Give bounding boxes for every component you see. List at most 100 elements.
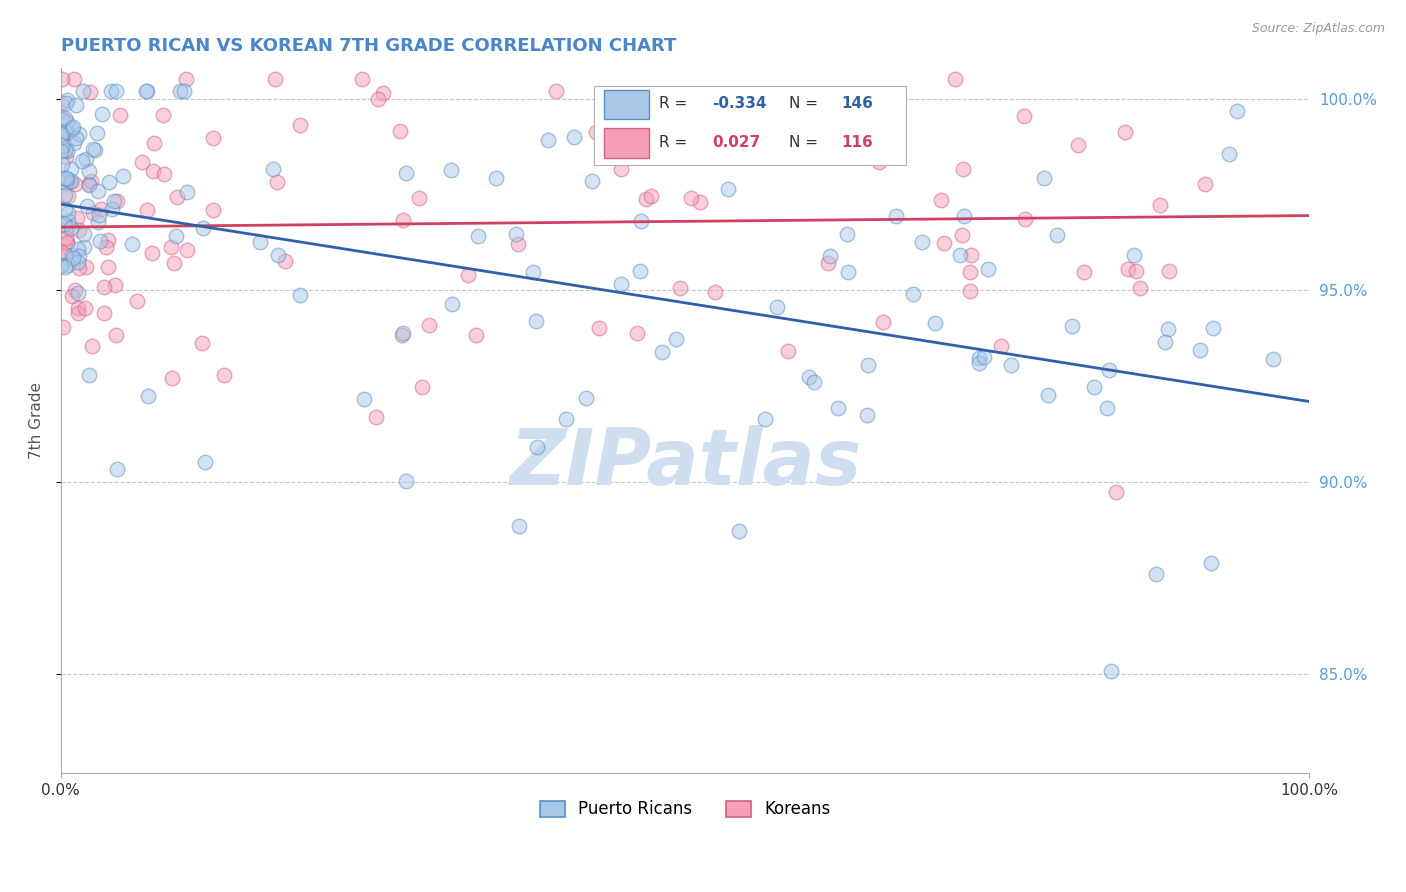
Point [766,300,789,314]
Point [485,171,508,186]
Point [67,223,90,237]
Point [62,120,84,134]
FancyBboxPatch shape [593,86,905,165]
Point [575,391,598,405]
Point [1014,211,1036,226]
Point [86,127,108,141]
Point [79,174,101,188]
Point [973,350,995,364]
Point [537,132,560,146]
Point [959,284,981,298]
Point [52,319,75,334]
Point [56,213,79,227]
Point [610,277,633,292]
Point [408,190,430,204]
Point [522,265,544,279]
Point [52,218,75,232]
Point [103,194,125,208]
Text: -0.334: -0.334 [713,96,766,112]
Point [544,84,567,98]
Point [669,281,692,295]
Point [82,206,104,220]
Text: Source: ZipAtlas.com: Source: ZipAtlas.com [1251,22,1385,36]
Point [886,210,908,224]
Point [903,287,925,301]
Point [508,519,530,533]
Point [97,175,120,189]
Point [62,72,84,87]
Text: N =: N = [789,96,823,112]
Point [820,249,842,263]
Point [53,202,76,216]
Point [62,251,84,265]
Point [1066,137,1088,152]
Point [610,162,633,177]
Point [89,234,111,248]
Point [55,260,77,274]
Point [392,326,415,341]
Point [1144,566,1167,581]
Point [66,242,89,256]
Point [49,259,72,273]
Point [142,136,165,150]
Point [1036,388,1059,402]
Point [651,345,673,359]
Point [166,190,188,204]
Point [53,143,76,157]
Point [60,221,83,235]
Point [191,220,214,235]
Point [176,185,198,199]
Point [1046,227,1069,242]
Point [79,164,101,178]
Point [94,240,117,254]
Point [100,202,122,216]
Point [56,172,79,186]
Point [162,256,184,270]
Point [56,219,79,234]
Point [1188,343,1211,357]
Point [505,227,527,242]
Point [943,72,966,87]
Point [152,108,174,122]
Point [350,72,373,87]
Point [1114,125,1136,139]
Point [815,126,838,140]
Point [80,339,103,353]
FancyBboxPatch shape [603,128,648,158]
Legend: Puerto Ricans, Koreans: Puerto Ricans, Koreans [533,794,837,825]
Point [63,283,86,297]
Point [704,285,727,300]
Point [364,409,387,424]
Point [51,127,73,141]
Point [174,72,197,87]
Point [353,392,375,406]
Point [837,265,859,279]
Point [75,260,97,275]
Point [173,84,195,98]
Point [176,244,198,258]
Point [394,474,416,488]
Point [969,356,991,370]
Point [121,237,143,252]
Point [56,235,79,249]
Point [152,167,174,181]
Point [79,85,101,99]
Point [93,280,115,294]
Point [136,389,159,403]
Point [159,240,181,254]
Point [524,314,547,328]
Point [108,108,131,122]
Point [53,188,76,202]
Point [66,211,89,225]
Point [52,246,75,260]
Point [105,328,128,343]
Point [60,122,83,136]
Point [367,92,389,106]
Point [202,203,225,218]
Point [75,152,97,166]
Point [125,293,148,308]
Point [73,227,96,241]
Y-axis label: 7th Grade: 7th Grade [30,382,44,459]
Point [49,136,72,150]
Point [626,326,648,340]
